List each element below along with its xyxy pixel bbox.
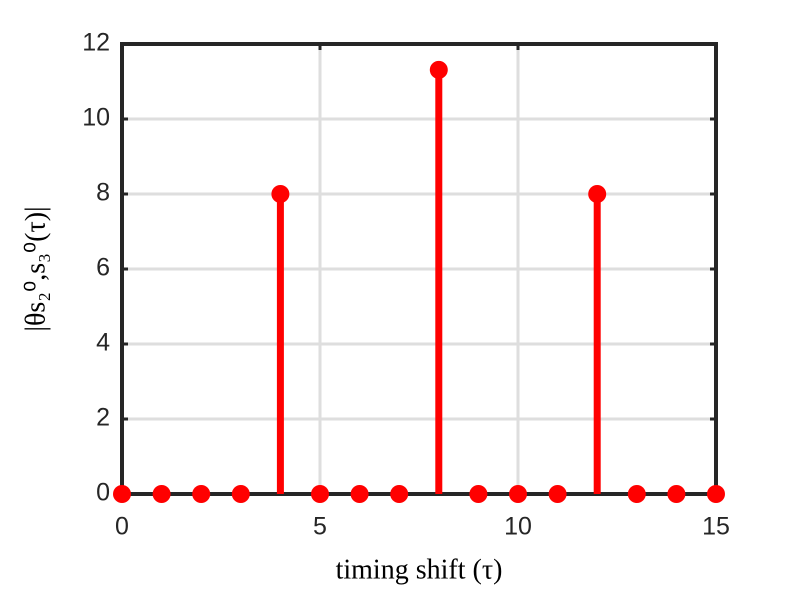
stem-marker <box>192 485 211 503</box>
stem-marker <box>271 185 290 203</box>
stem-marker <box>113 485 131 503</box>
y-tick-label: 0 <box>96 479 110 507</box>
y-tick-label: 8 <box>96 179 110 207</box>
stem-marker <box>627 485 646 503</box>
stem-marker <box>231 485 250 503</box>
stem-marker <box>667 485 686 503</box>
stem-marker <box>311 485 329 503</box>
plot-frame <box>120 42 718 496</box>
y-tick-label: 10 <box>82 104 110 132</box>
y-tick-label: 12 <box>82 29 110 57</box>
stem-marker <box>548 485 567 503</box>
y-tick-label: 2 <box>96 404 110 432</box>
stem-marker <box>588 185 607 203</box>
stem-marker <box>509 485 527 503</box>
stem-marker <box>707 485 725 503</box>
x-axis-label: timing shift (τ) <box>336 554 503 585</box>
x-tick-label: 15 <box>702 513 730 541</box>
stem-marker <box>152 485 171 503</box>
y-axis-label: |θs₂⁰,s₃⁰(τ)| <box>20 206 51 331</box>
y-tick-label: 6 <box>96 254 110 282</box>
stem-marker <box>429 60 448 79</box>
stem-marker <box>469 485 488 503</box>
stem-marker <box>390 485 409 503</box>
x-tick-label: 10 <box>504 513 532 541</box>
x-tick-label: 5 <box>313 513 327 541</box>
y-tick-label: 4 <box>96 329 110 357</box>
x-tick-label: 0 <box>115 513 129 541</box>
stem-marker <box>350 485 369 503</box>
